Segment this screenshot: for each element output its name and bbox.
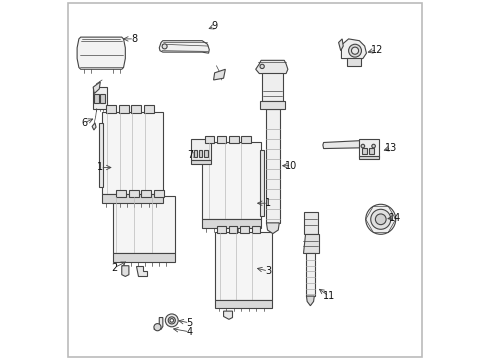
Bar (362, 148, 367, 154)
Bar (304, 212, 318, 234)
Text: 6: 6 (81, 118, 87, 128)
Circle shape (162, 44, 167, 49)
Polygon shape (92, 123, 96, 130)
Text: 11: 11 (323, 291, 335, 301)
Circle shape (351, 47, 359, 54)
Polygon shape (214, 69, 225, 80)
Bar (252, 226, 260, 233)
Bar (154, 190, 164, 197)
Bar (102, 112, 163, 194)
Bar (215, 300, 272, 307)
Circle shape (168, 317, 175, 324)
Bar (202, 219, 261, 228)
Bar (93, 87, 107, 109)
Circle shape (372, 144, 375, 148)
Bar (202, 143, 261, 219)
Bar (266, 109, 280, 223)
Bar (113, 253, 175, 262)
Polygon shape (306, 296, 314, 306)
Circle shape (348, 44, 362, 57)
Polygon shape (256, 60, 288, 73)
Polygon shape (136, 266, 147, 276)
Bar (144, 105, 154, 113)
Text: 10: 10 (285, 161, 297, 171)
Circle shape (375, 214, 386, 225)
Bar (217, 136, 226, 143)
Text: 1: 1 (265, 198, 271, 208)
Bar (260, 150, 264, 216)
Bar (106, 105, 116, 113)
Text: 9: 9 (212, 21, 218, 31)
Text: 2: 2 (112, 262, 118, 273)
Polygon shape (267, 223, 279, 234)
Bar (116, 190, 126, 197)
Text: 1: 1 (97, 162, 103, 172)
Circle shape (154, 324, 161, 331)
Polygon shape (77, 37, 125, 69)
Bar (306, 253, 315, 296)
Text: 14: 14 (389, 212, 401, 222)
Bar (142, 190, 151, 197)
Bar (369, 148, 374, 154)
Bar (241, 226, 249, 233)
Bar (205, 136, 214, 143)
Circle shape (260, 64, 264, 68)
Bar (218, 226, 226, 233)
Text: 5: 5 (187, 318, 193, 328)
Bar (99, 123, 103, 187)
Polygon shape (154, 318, 163, 329)
Bar (199, 150, 202, 157)
Bar (192, 159, 211, 164)
Bar (204, 150, 208, 157)
Bar (229, 226, 238, 233)
Circle shape (165, 314, 178, 327)
Bar (194, 150, 197, 157)
Bar (359, 156, 379, 159)
Polygon shape (159, 41, 209, 53)
Text: 8: 8 (131, 34, 137, 44)
Circle shape (361, 144, 365, 148)
Bar (102, 194, 163, 203)
Bar (100, 94, 104, 103)
Polygon shape (122, 266, 129, 276)
Text: 4: 4 (187, 327, 193, 337)
Bar (229, 136, 239, 143)
Polygon shape (339, 39, 343, 51)
Circle shape (366, 204, 396, 234)
Polygon shape (323, 141, 361, 149)
Bar (131, 105, 142, 113)
Bar (347, 58, 361, 66)
Bar (242, 136, 251, 143)
Bar (359, 139, 379, 157)
Text: 7: 7 (188, 150, 194, 160)
Bar (94, 94, 98, 103)
Circle shape (371, 209, 391, 229)
Bar (192, 139, 211, 160)
Bar (113, 196, 175, 253)
Polygon shape (342, 39, 367, 59)
Text: 3: 3 (265, 266, 271, 276)
Polygon shape (223, 311, 232, 319)
Text: 12: 12 (371, 45, 383, 55)
Bar (262, 73, 283, 102)
Circle shape (170, 319, 173, 322)
Text: 13: 13 (385, 143, 397, 153)
Polygon shape (303, 234, 318, 253)
Bar (128, 190, 139, 197)
Bar (260, 101, 285, 109)
Bar (215, 232, 272, 300)
Bar (119, 105, 128, 113)
Polygon shape (93, 82, 100, 94)
